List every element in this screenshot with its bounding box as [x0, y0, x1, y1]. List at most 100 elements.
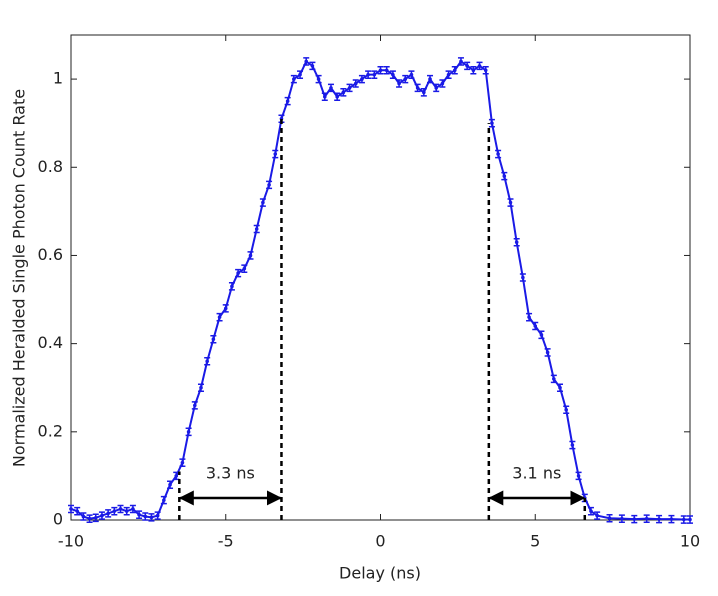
data-point [409, 72, 414, 77]
data-point [335, 94, 339, 99]
annotation-label: 3.1 ns [512, 463, 561, 482]
data-point [576, 474, 581, 478]
data-point [452, 68, 457, 73]
y-axis-label: Normalized Heralded Single Photon Count … [10, 89, 29, 467]
data-point [143, 514, 148, 519]
data-point [620, 516, 624, 521]
x-tick-label: -5 [218, 532, 234, 551]
data-point [459, 59, 463, 64]
data-point [397, 81, 401, 86]
data-point [267, 183, 271, 187]
data-point [378, 68, 383, 73]
data-point [558, 385, 562, 390]
data-point [508, 200, 513, 205]
data-point [533, 324, 538, 328]
data-point [366, 72, 370, 77]
data-point [298, 72, 302, 77]
data-point [124, 509, 129, 513]
data-point [446, 72, 451, 77]
data-point [186, 430, 191, 434]
x-axis-label: Delay (ns) [339, 564, 421, 583]
data-point [100, 513, 104, 518]
data-point [514, 240, 519, 245]
data-point [657, 517, 661, 521]
data-point [607, 516, 612, 521]
data-point [353, 81, 358, 86]
data-point [539, 333, 544, 337]
data-point [205, 359, 209, 364]
data-point [217, 315, 222, 319]
data-point [669, 517, 674, 521]
data-point [174, 474, 179, 478]
data-point [131, 507, 135, 511]
data-point [168, 482, 172, 487]
annotation-label: 3.3 ns [206, 463, 255, 482]
data-point [372, 72, 377, 77]
data-point [236, 271, 240, 275]
data-point [483, 68, 488, 73]
data-point [137, 512, 141, 517]
data-point [644, 516, 649, 521]
data-point [403, 77, 408, 81]
data-point [310, 64, 315, 68]
data-point [632, 517, 637, 521]
data-point [564, 407, 568, 412]
data-point [199, 385, 203, 390]
data-point [248, 253, 253, 258]
data-point [360, 77, 364, 81]
y-tick-label: 0.2 [38, 421, 63, 440]
data-point [465, 64, 469, 68]
data-point [502, 174, 507, 178]
x-tick-label: 0 [375, 532, 385, 551]
data-point [521, 275, 525, 280]
data-point [415, 86, 420, 90]
data-point [162, 498, 166, 502]
data-point [242, 266, 247, 271]
data-point [570, 443, 575, 447]
data-point [384, 68, 389, 73]
data-point [223, 306, 228, 311]
data-point [688, 517, 692, 522]
x-tick-label: 10 [680, 532, 700, 551]
data-point [422, 90, 426, 95]
data-point [155, 513, 160, 518]
data-point [193, 403, 197, 408]
data-point [322, 94, 327, 99]
data-point [545, 350, 550, 355]
x-tick-label: 5 [530, 532, 540, 551]
data-point [149, 515, 154, 520]
data-point [230, 284, 234, 289]
y-tick-label: 0 [53, 510, 63, 529]
data-point [490, 121, 494, 125]
data-point [434, 86, 439, 90]
data-point [75, 509, 79, 513]
data-point [81, 514, 86, 519]
data-point [391, 72, 395, 77]
data-point [87, 516, 92, 521]
data-point [527, 315, 531, 319]
data-point [440, 81, 445, 86]
data-point [211, 337, 216, 342]
data-point [112, 509, 117, 513]
data-point [93, 515, 98, 520]
y-tick-label: 0.8 [38, 157, 63, 176]
data-line [70, 59, 690, 521]
data-point [329, 86, 333, 90]
data-point [304, 59, 309, 64]
data-point [118, 507, 123, 511]
data-point [292, 77, 296, 81]
data-point [180, 460, 185, 465]
y-tick-label: 0.4 [38, 333, 63, 352]
data-point [347, 86, 352, 90]
data-point [428, 77, 432, 81]
data-point [477, 64, 482, 68]
data-point [285, 99, 290, 103]
y-tick-label: 1 [53, 69, 63, 88]
y-tick-label: 0.6 [38, 245, 63, 264]
data-point [471, 68, 476, 73]
data-point [496, 152, 500, 156]
data-point [595, 513, 599, 518]
data-point [106, 511, 110, 516]
data-point [341, 90, 346, 95]
